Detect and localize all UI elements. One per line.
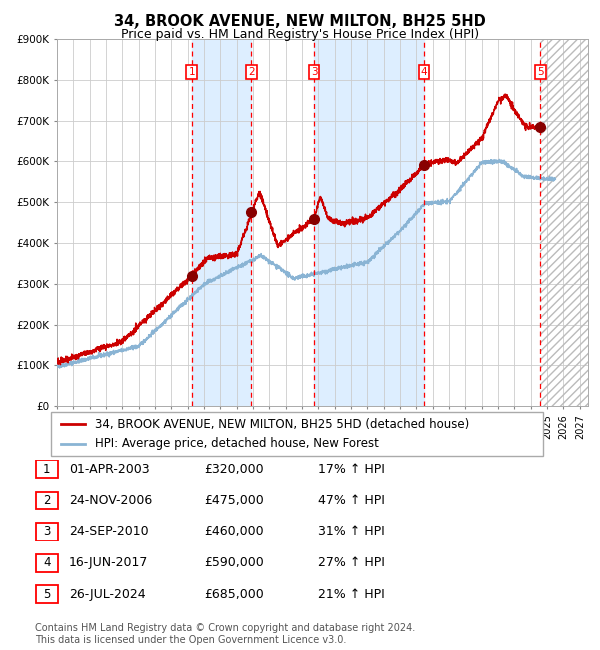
FancyBboxPatch shape <box>51 412 543 456</box>
Text: £685,000: £685,000 <box>204 588 264 601</box>
FancyBboxPatch shape <box>36 554 58 572</box>
Text: 1: 1 <box>43 463 50 476</box>
FancyBboxPatch shape <box>36 523 58 541</box>
Text: 4: 4 <box>421 67 427 77</box>
Text: 5: 5 <box>537 67 544 77</box>
Text: 2: 2 <box>43 494 50 507</box>
Text: 34, BROOK AVENUE, NEW MILTON, BH25 5HD: 34, BROOK AVENUE, NEW MILTON, BH25 5HD <box>114 14 486 29</box>
Text: 26-JUL-2024: 26-JUL-2024 <box>69 588 146 601</box>
Text: 3: 3 <box>43 525 50 538</box>
Text: 5: 5 <box>43 588 50 601</box>
Text: £475,000: £475,000 <box>204 494 264 507</box>
Bar <box>314 39 424 406</box>
Text: 1: 1 <box>188 67 195 77</box>
Text: £460,000: £460,000 <box>204 525 263 538</box>
Text: £320,000: £320,000 <box>204 463 263 476</box>
Bar <box>540 39 588 406</box>
Bar <box>192 39 251 406</box>
FancyBboxPatch shape <box>36 585 58 603</box>
Text: 17% ↑ HPI: 17% ↑ HPI <box>318 463 385 476</box>
Text: 24-NOV-2006: 24-NOV-2006 <box>69 494 152 507</box>
Text: HPI: Average price, detached house, New Forest: HPI: Average price, detached house, New … <box>95 437 379 450</box>
FancyBboxPatch shape <box>36 491 58 510</box>
Text: 31% ↑ HPI: 31% ↑ HPI <box>318 525 385 538</box>
Text: £590,000: £590,000 <box>204 556 264 569</box>
Text: 47% ↑ HPI: 47% ↑ HPI <box>318 494 385 507</box>
Text: Contains HM Land Registry data © Crown copyright and database right 2024.
This d: Contains HM Land Registry data © Crown c… <box>35 623 415 645</box>
Text: Price paid vs. HM Land Registry's House Price Index (HPI): Price paid vs. HM Land Registry's House … <box>121 28 479 41</box>
Text: 27% ↑ HPI: 27% ↑ HPI <box>318 556 385 569</box>
Text: 2: 2 <box>248 67 255 77</box>
Text: 4: 4 <box>43 556 50 569</box>
Text: 3: 3 <box>311 67 317 77</box>
Bar <box>540 39 588 406</box>
Text: 21% ↑ HPI: 21% ↑ HPI <box>318 588 385 601</box>
Text: 01-APR-2003: 01-APR-2003 <box>69 463 149 476</box>
Text: 34, BROOK AVENUE, NEW MILTON, BH25 5HD (detached house): 34, BROOK AVENUE, NEW MILTON, BH25 5HD (… <box>95 418 470 431</box>
Text: 24-SEP-2010: 24-SEP-2010 <box>69 525 149 538</box>
FancyBboxPatch shape <box>36 460 58 478</box>
Text: 16-JUN-2017: 16-JUN-2017 <box>69 556 148 569</box>
